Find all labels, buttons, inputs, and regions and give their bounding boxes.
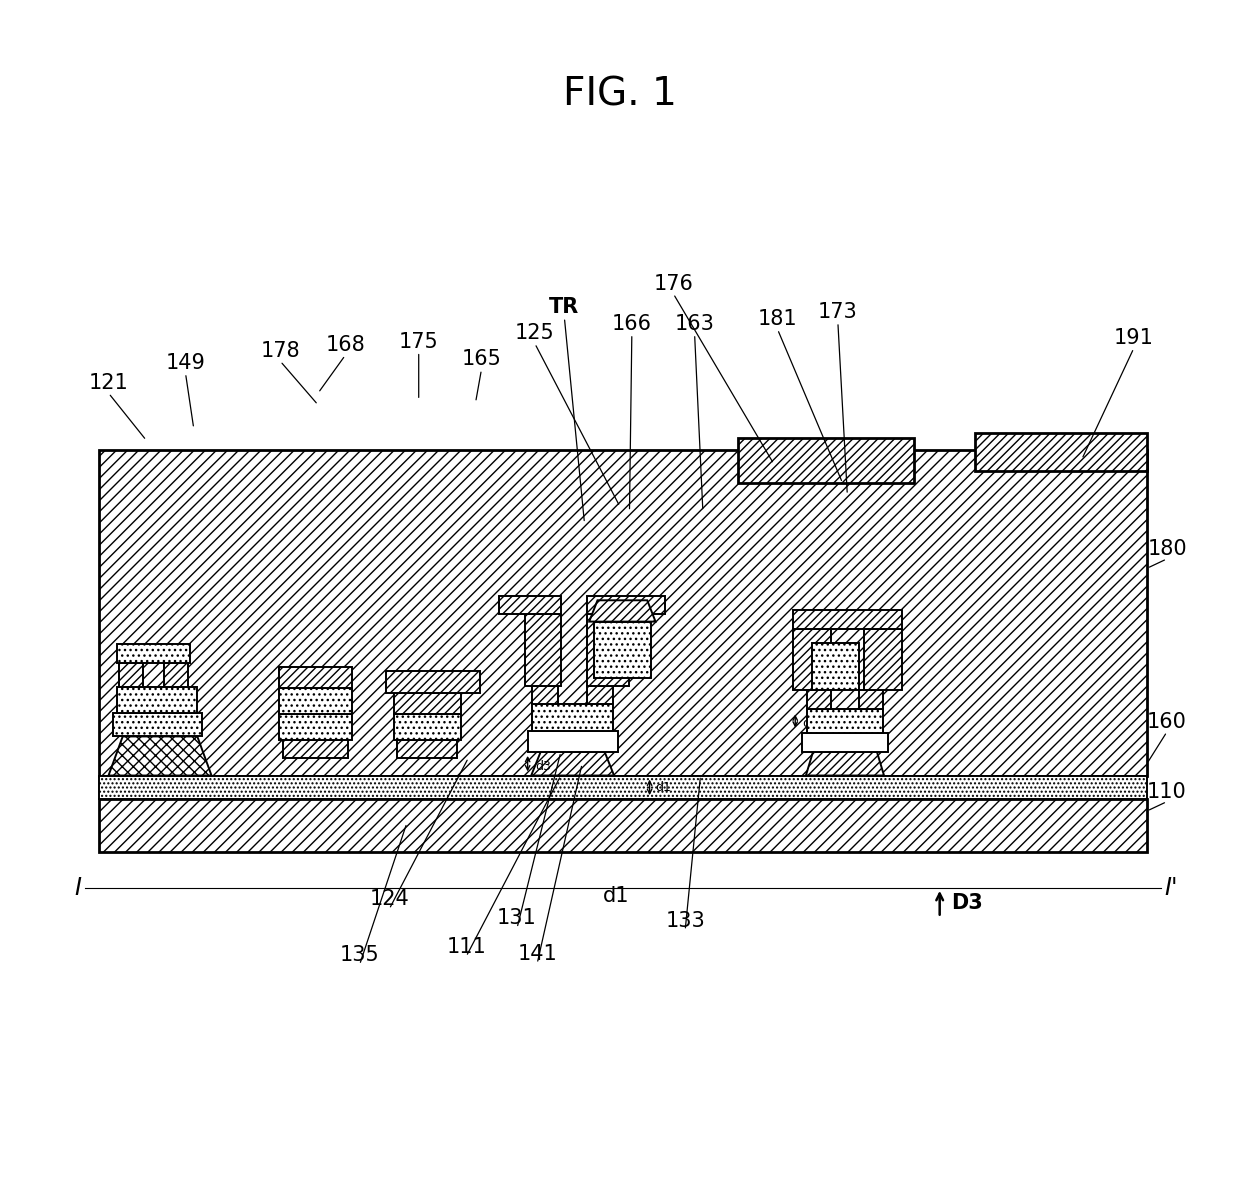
Bar xyxy=(532,686,558,704)
Text: 135: 135 xyxy=(340,945,379,965)
Bar xyxy=(394,714,461,740)
Bar xyxy=(279,688,352,714)
Bar xyxy=(587,686,613,704)
Text: I': I' xyxy=(1164,876,1178,900)
Bar xyxy=(859,690,883,709)
Text: d1: d1 xyxy=(603,886,630,906)
Bar xyxy=(394,693,461,714)
Text: 180: 180 xyxy=(1147,539,1187,559)
Text: 191: 191 xyxy=(1114,328,1153,348)
Bar xyxy=(528,731,618,752)
Text: 133: 133 xyxy=(665,910,706,931)
Text: 165: 165 xyxy=(461,349,501,369)
Bar xyxy=(792,629,831,690)
Bar xyxy=(526,614,560,686)
Bar xyxy=(802,733,888,752)
Bar xyxy=(587,596,665,614)
Polygon shape xyxy=(531,752,614,776)
Bar xyxy=(975,433,1147,471)
Bar xyxy=(164,663,187,687)
Text: 181: 181 xyxy=(758,309,797,329)
Text: 149: 149 xyxy=(165,353,206,373)
Polygon shape xyxy=(806,752,884,776)
Bar xyxy=(119,663,143,687)
Text: 178: 178 xyxy=(260,341,300,361)
Text: FIG. 1: FIG. 1 xyxy=(563,76,677,114)
Bar xyxy=(532,704,613,731)
Text: 131: 131 xyxy=(497,908,537,928)
Bar xyxy=(807,709,883,733)
Bar xyxy=(283,740,347,758)
Text: d2: d2 xyxy=(802,718,818,729)
Polygon shape xyxy=(109,736,212,776)
Text: d3: d3 xyxy=(534,760,551,772)
Text: 121: 121 xyxy=(88,373,129,393)
Bar xyxy=(117,644,190,663)
Text: 141: 141 xyxy=(517,944,557,964)
Text: D3: D3 xyxy=(951,893,983,913)
Text: TR: TR xyxy=(549,297,579,317)
Bar xyxy=(99,776,1147,799)
Bar xyxy=(864,629,901,690)
Bar xyxy=(812,643,859,690)
Bar xyxy=(386,671,480,693)
Text: 163: 163 xyxy=(675,314,714,334)
Bar xyxy=(397,740,456,758)
Bar xyxy=(99,450,1147,776)
Bar xyxy=(99,799,1147,852)
Text: 111: 111 xyxy=(446,937,486,957)
Bar xyxy=(279,714,352,740)
Text: I: I xyxy=(74,876,82,900)
Bar xyxy=(500,596,560,614)
Text: 175: 175 xyxy=(399,332,439,352)
Bar xyxy=(587,614,630,686)
Text: 166: 166 xyxy=(611,314,652,334)
Bar xyxy=(738,438,914,483)
Text: 160: 160 xyxy=(1147,712,1187,732)
Text: 124: 124 xyxy=(370,889,409,909)
Bar xyxy=(117,687,197,713)
Bar xyxy=(594,622,651,678)
Bar xyxy=(113,713,202,736)
Text: 168: 168 xyxy=(325,335,366,355)
Text: 125: 125 xyxy=(515,323,554,343)
Bar xyxy=(279,667,352,688)
Text: d1: d1 xyxy=(656,781,671,793)
Bar xyxy=(792,610,901,629)
Text: 176: 176 xyxy=(653,274,693,294)
Text: 110: 110 xyxy=(1147,781,1187,802)
Polygon shape xyxy=(589,600,656,622)
Text: 173: 173 xyxy=(818,302,858,322)
Bar xyxy=(807,690,831,709)
